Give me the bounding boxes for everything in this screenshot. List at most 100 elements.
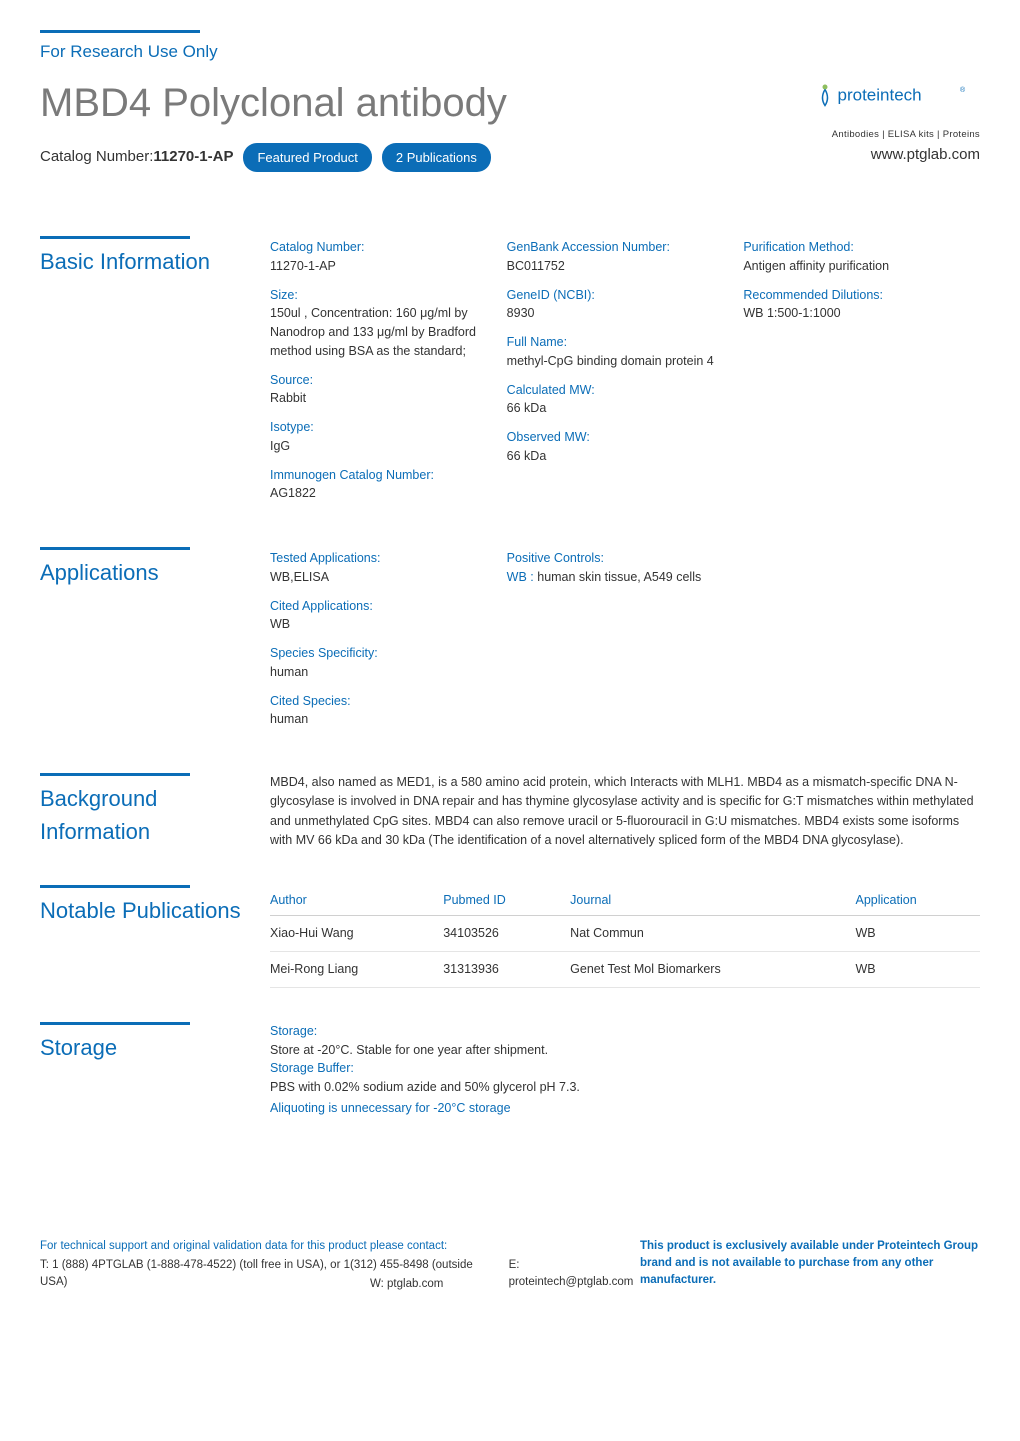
- field-label: Source:: [270, 371, 487, 390]
- field-value: 150ul , Concentration: 160 μg/ml by Nano…: [270, 304, 487, 360]
- field-label: Cited Applications:: [270, 597, 487, 616]
- footer-email: E: proteintech@ptglab.com: [509, 1257, 640, 1292]
- footer-support-line: For technical support and original valid…: [40, 1238, 640, 1255]
- background-body: MBD4, also named as MED1, is a 580 amino…: [270, 773, 980, 851]
- field-value: 8930: [507, 304, 724, 323]
- positive-controls-label: Positive Controls:: [507, 549, 724, 568]
- section-rule: [40, 1022, 190, 1025]
- basic-info-col2: GenBank Accession Number: BC011752 GeneI…: [507, 236, 744, 513]
- field-value: WB,ELISA: [270, 568, 487, 587]
- basic-info-col1: Catalog Number: 11270-1-AP Size: 150ul ,…: [270, 236, 507, 513]
- cell-journal: Nat Commun: [570, 916, 855, 952]
- catalog-row: Catalog Number:11270-1-AP Featured Produ…: [40, 143, 507, 173]
- footer: For technical support and original valid…: [40, 1238, 980, 1294]
- field-label: Observed MW:: [507, 428, 724, 447]
- publications-table: Author Pubmed ID Journal Application Xia…: [270, 885, 980, 988]
- field-label: Recommended Dilutions:: [743, 286, 960, 305]
- field-label: GenBank Accession Number:: [507, 238, 724, 257]
- storage-value: Store at -20°C. Stable for one year afte…: [270, 1041, 980, 1060]
- cell-pubmed: 34103526: [443, 916, 570, 952]
- field-label: Isotype:: [270, 418, 487, 437]
- col-pubmed: Pubmed ID: [443, 885, 570, 916]
- table-row: Mei-Rong Liang 31313936 Genet Test Mol B…: [270, 952, 980, 988]
- research-only-label: For Research Use Only: [40, 39, 980, 65]
- header-rule: [40, 30, 200, 33]
- field-value: IgG: [270, 437, 487, 456]
- logo-url: www.ptglab.com: [810, 144, 980, 167]
- section-applications: Applications Tested Applications: WB,ELI…: [40, 533, 980, 739]
- col-application: Application: [856, 885, 981, 916]
- applications-col3-empty: [743, 547, 980, 739]
- cell-pubmed: 31313936: [443, 952, 570, 988]
- applications-col2: Positive Controls: WB : human skin tissu…: [507, 547, 744, 739]
- field-label: Size:: [270, 286, 487, 305]
- logo: proteintech ® Antibodies | ELISA kits | …: [810, 73, 980, 167]
- field-label: Full Name:: [507, 333, 724, 352]
- applications-col1: Tested Applications: WB,ELISA Cited Appl…: [270, 547, 507, 739]
- section-title-publications: Notable Publications: [40, 894, 270, 927]
- footer-contact-row: T: 1 (888) 4PTGLAB (1-888-478-4522) (tol…: [40, 1257, 640, 1292]
- section-background: Background Information MBD4, also named …: [40, 759, 980, 851]
- aliquot-note: Aliquoting is unnecessary for -20°C stor…: [270, 1099, 980, 1118]
- section-rule: [40, 547, 190, 550]
- publications-body: Author Pubmed ID Journal Application Xia…: [270, 885, 980, 988]
- field-value: human: [270, 663, 487, 682]
- publications-pill: 2 Publications: [382, 143, 491, 173]
- field-value: 66 kDa: [507, 447, 724, 466]
- section-heading-wrap: Background Information: [40, 773, 270, 851]
- table-header-row: Author Pubmed ID Journal Application: [270, 885, 980, 916]
- featured-product-pill: Featured Product: [243, 143, 371, 173]
- field-value: BC011752: [507, 257, 724, 276]
- footer-exclusive-text: This product is exclusively available un…: [640, 1240, 978, 1287]
- field-value: 11270-1-AP: [270, 257, 487, 276]
- header-left: MBD4 Polyclonal antibody Catalog Number:…: [40, 73, 507, 203]
- buffer-label: Storage Buffer:: [270, 1059, 980, 1078]
- svg-text:proteintech: proteintech: [838, 85, 922, 104]
- section-publications: Notable Publications Author Pubmed ID Jo…: [40, 871, 980, 988]
- catalog-number-value: 11270-1-AP: [153, 148, 233, 165]
- svg-text:®: ®: [960, 86, 966, 94]
- storage-label: Storage:: [270, 1022, 980, 1041]
- field-value: WB: [270, 615, 487, 634]
- field-value: 66 kDa: [507, 399, 724, 418]
- section-title-background: Background Information: [40, 782, 270, 848]
- cell-journal: Genet Test Mol Biomarkers: [570, 952, 855, 988]
- header-row: MBD4 Polyclonal antibody Catalog Number:…: [40, 73, 980, 203]
- basic-info-body: Catalog Number: 11270-1-AP Size: 150ul ,…: [270, 236, 980, 513]
- field-label: Cited Species:: [270, 692, 487, 711]
- field-value: methyl-CpG binding domain protein 4: [507, 352, 724, 371]
- basic-info-col3: Purification Method: Antigen affinity pu…: [743, 236, 980, 513]
- logo-subline: Antibodies | ELISA kits | Proteins: [810, 128, 980, 142]
- applications-body: Tested Applications: WB,ELISA Cited Appl…: [270, 547, 980, 739]
- cell-application: WB: [856, 952, 981, 988]
- section-title-storage: Storage: [40, 1031, 270, 1064]
- section-heading-wrap: Basic Information: [40, 236, 270, 513]
- section-heading-wrap: Storage: [40, 1022, 270, 1118]
- section-title-applications: Applications: [40, 556, 270, 589]
- proteintech-logo-icon: proteintech ®: [810, 73, 980, 123]
- field-label: Species Specificity:: [270, 644, 487, 663]
- section-heading-wrap: Notable Publications: [40, 885, 270, 988]
- section-rule: [40, 885, 190, 888]
- catalog-label-text: Catalog Number:: [40, 148, 153, 165]
- page-title: MBD4 Polyclonal antibody: [40, 73, 507, 133]
- field-label: Calculated MW:: [507, 381, 724, 400]
- field-label: GeneID (NCBI):: [507, 286, 724, 305]
- field-value: Rabbit: [270, 389, 487, 408]
- background-text: MBD4, also named as MED1, is a 580 amino…: [270, 773, 980, 851]
- field-value: WB 1:500-1:1000: [743, 304, 960, 323]
- field-label: Catalog Number:: [270, 238, 487, 257]
- table-row: Xiao-Hui Wang 34103526 Nat Commun WB: [270, 916, 980, 952]
- storage-body: Storage: Store at -20°C. Stable for one …: [270, 1022, 980, 1118]
- field-value: AG1822: [270, 484, 487, 503]
- footer-left: For technical support and original valid…: [40, 1238, 640, 1294]
- field-label: Purification Method:: [743, 238, 960, 257]
- section-rule: [40, 773, 190, 776]
- cell-author: Xiao-Hui Wang: [270, 916, 443, 952]
- section-title-basic: Basic Information: [40, 245, 270, 278]
- section-basic-info: Basic Information Catalog Number: 11270-…: [40, 222, 980, 513]
- section-rule: [40, 236, 190, 239]
- cell-application: WB: [856, 916, 981, 952]
- field-value: Antigen affinity purification: [743, 257, 960, 276]
- field-value: human: [270, 710, 487, 729]
